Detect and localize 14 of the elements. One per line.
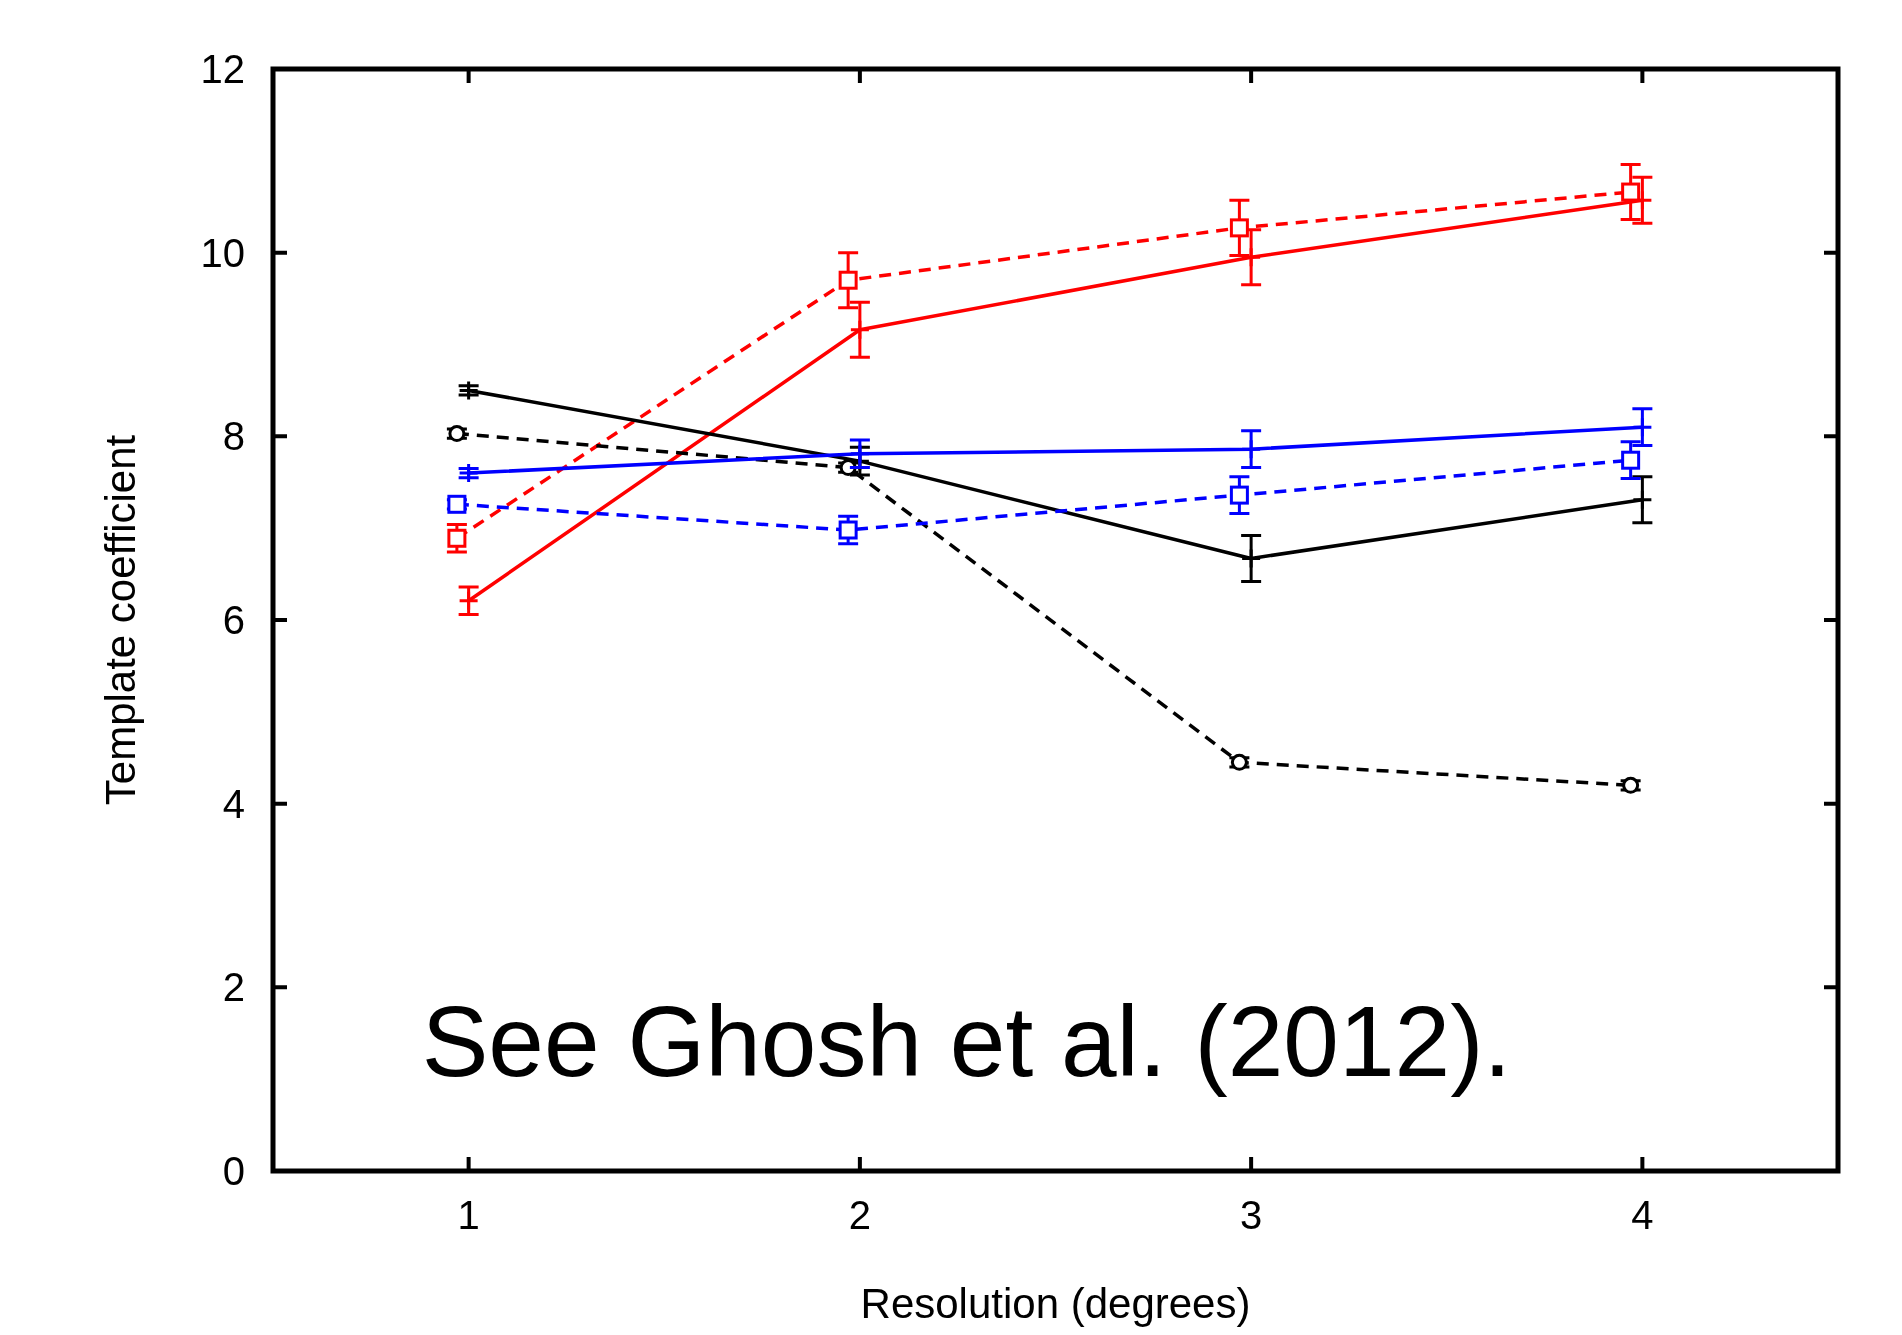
y-tick-label: 6 [222,598,245,642]
x-axis-title: Resolution (degrees) [860,1280,1251,1327]
y-tick-label: 0 [222,1149,245,1193]
y-tick-label: 8 [222,414,245,459]
x-tick-label: 1 [457,1193,480,1237]
x-tick-label: 2 [848,1193,871,1237]
x-tick-label: 3 [1240,1193,1263,1237]
x-tick-label: 4 [1631,1193,1654,1237]
y-tick-label: 12 [200,47,245,91]
y-axis-title: Template coefficient [97,434,144,806]
y-tick-label: 10 [200,230,245,275]
y-tick-label: 2 [222,965,245,1010]
annotation: See Ghosh et al. (2012). [421,985,1512,1098]
y-tick-label: 4 [222,781,245,826]
